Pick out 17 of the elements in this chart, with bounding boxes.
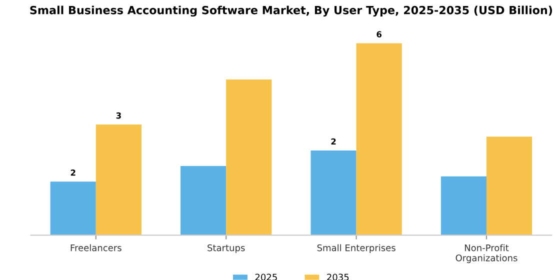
x-tick-label: Freelancers <box>70 244 122 252</box>
bar <box>310 150 356 236</box>
bar <box>180 166 226 236</box>
bar <box>440 176 486 236</box>
data-label: 2 <box>331 138 336 145</box>
bar <box>226 80 272 236</box>
bar <box>50 182 96 236</box>
bar <box>486 136 532 236</box>
x-tick-label: Small Enterprises <box>317 244 396 253</box>
data-label: 2 <box>70 169 76 176</box>
data-label: 3 <box>116 112 121 119</box>
data-label: 6 <box>376 31 382 38</box>
chart-title: Small Business Accounting Software Market, By User Type, 2025-2035 (USD Billion) <box>30 6 552 17</box>
x-tick-label: Non-Profit Organizations <box>456 244 518 264</box>
bar <box>96 124 142 236</box>
x-tick-label: Startups <box>208 244 245 253</box>
bar <box>356 43 402 236</box>
